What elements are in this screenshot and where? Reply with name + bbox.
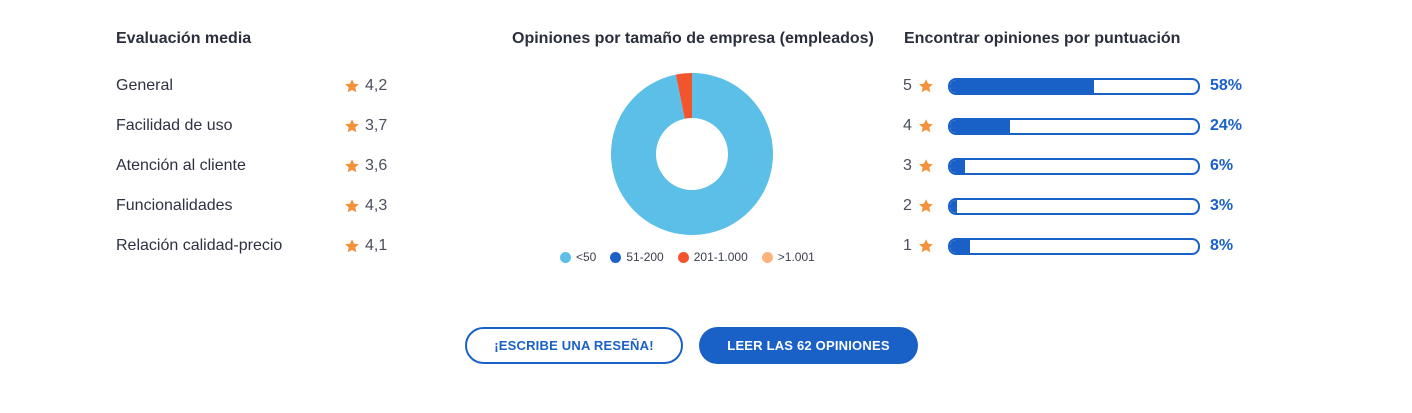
legend-dot	[610, 251, 622, 263]
star-icon	[344, 118, 360, 134]
average-rating-label: Relación calidad-precio	[116, 237, 283, 254]
legend-dot	[761, 251, 773, 263]
legend-item: >1.001	[761, 250, 815, 264]
average-rating-score: 4,2	[344, 77, 387, 95]
star-icon	[918, 78, 934, 94]
donut-slice-50	[611, 73, 773, 235]
star-icon	[344, 78, 360, 94]
legend-label: 51-200	[626, 250, 664, 264]
star-count: 5	[903, 77, 912, 94]
star-icon	[344, 198, 360, 214]
rating-percentage: 6%	[1210, 157, 1234, 174]
star-count: 1	[903, 237, 912, 254]
average-rating-title: Evaluación media	[116, 30, 252, 47]
rating-progress-bar	[948, 237, 1200, 255]
rating-progress-fill	[950, 199, 958, 213]
star-count: 4	[903, 117, 912, 134]
rating-filter-4-stars[interactable]: 4 24%	[903, 114, 1242, 138]
chart-legend: <50 51-200 201-1.000 >1.001	[560, 250, 815, 264]
legend-label: 201-1.000	[693, 250, 748, 264]
star-icon	[918, 238, 934, 254]
rating-percentage: 24%	[1210, 117, 1243, 134]
rating-percentage: 58%	[1210, 77, 1243, 94]
star-icon	[918, 158, 934, 174]
legend-label: <50	[576, 250, 597, 264]
star-icon	[344, 158, 360, 174]
average-rating-score: 3,7	[344, 117, 387, 135]
company-size-donut-chart	[611, 73, 773, 235]
legend-label: >1.001	[777, 250, 815, 264]
rating-progress-fill	[950, 159, 965, 173]
average-rating-row: Relación calidad-precio 4,1	[116, 234, 396, 258]
rating-progress-fill	[950, 239, 970, 253]
rating-filter-2-stars[interactable]: 2 3%	[903, 194, 1233, 218]
legend-item: 51-200	[610, 250, 664, 264]
legend-item: 201-1.000	[677, 250, 748, 264]
average-rating-label: General	[116, 77, 173, 94]
average-rating-row: Funcionalidades 4,3	[116, 194, 396, 218]
donut-slice-201-1-000	[675, 73, 692, 119]
average-rating-label: Atención al cliente	[116, 157, 246, 174]
average-rating-row: General 4,2	[116, 74, 396, 98]
rating-progress-bar	[948, 77, 1200, 95]
rating-filter-5-stars[interactable]: 5 58%	[903, 74, 1242, 98]
average-rating-score: 4,1	[344, 237, 387, 255]
rating-progress-bar	[948, 197, 1200, 215]
average-rating-score: 4,3	[344, 197, 387, 215]
average-rating-label: Facilidad de uso	[116, 117, 233, 134]
rating-filter-1-stars[interactable]: 1 8%	[903, 234, 1233, 258]
average-rating-score: 3,6	[344, 157, 387, 175]
rating-distribution-title: Encontrar opiniones por puntuación	[904, 30, 1181, 47]
star-icon	[918, 198, 934, 214]
legend-item: <50	[560, 250, 596, 264]
legend-dot	[560, 251, 571, 263]
average-rating-row: Atención al cliente 3,6	[116, 154, 396, 178]
write-review-button[interactable]: ¡ESCRIBE UNA RESEÑA!	[465, 327, 683, 364]
rating-percentage: 3%	[1210, 197, 1234, 214]
star-count: 2	[903, 197, 912, 214]
rating-progress-fill	[950, 79, 1094, 93]
legend-dot	[677, 251, 689, 263]
rating-progress-bar	[948, 157, 1200, 175]
rating-progress-fill	[950, 119, 1010, 133]
star-icon	[918, 118, 934, 134]
star-icon	[344, 238, 360, 254]
rating-progress-bar	[948, 117, 1200, 135]
rating-percentage: 8%	[1210, 237, 1234, 254]
average-rating-label: Funcionalidades	[116, 197, 233, 214]
rating-filter-3-stars[interactable]: 3 6%	[903, 154, 1233, 178]
star-count: 3	[903, 157, 912, 174]
read-reviews-button[interactable]: LEER LAS 62 OPINIONES	[699, 327, 918, 364]
company-size-chart-title: Opiniones por tamaño de empresa (emplead…	[512, 30, 874, 47]
average-rating-row: Facilidad de uso 3,7	[116, 114, 396, 138]
